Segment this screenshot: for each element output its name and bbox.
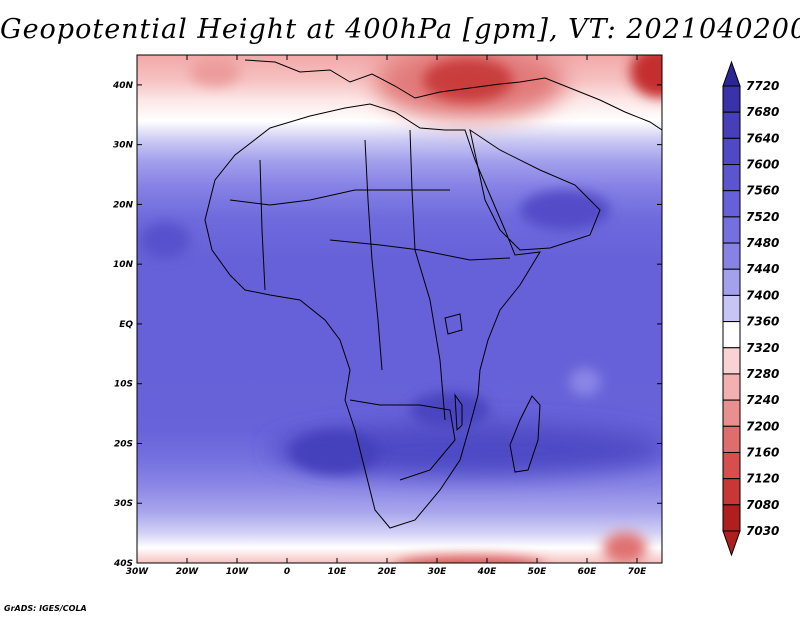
- colorbar-label: 7360: [746, 315, 779, 329]
- lon-tick-label: 40E: [477, 567, 498, 577]
- colorbar-swatch: [722, 164, 741, 192]
- colorbar-label: 7080: [746, 498, 779, 512]
- high-cell-arabia: [520, 190, 610, 230]
- colorbar-swatch: [722, 190, 741, 218]
- colorbar-swatch: [722, 268, 741, 296]
- colorbar-label: 7200: [746, 419, 779, 433]
- lon-tick-label: 60E: [578, 567, 598, 577]
- colorbar-label: 7520: [746, 210, 779, 224]
- colorbar: 7720 7680 7640 7600 7560 7520 7480 7440 7400 7360…: [722, 60, 779, 557]
- border-vertical-center: [364, 139, 383, 371]
- lat-tick-label: 40S: [113, 559, 133, 569]
- colorbar-label: 7030: [746, 524, 779, 538]
- colorbar-swatch: [722, 294, 741, 323]
- colorbar-bottom-arrow: [722, 530, 741, 557]
- lon-tick-label: 10E: [328, 567, 348, 577]
- lon-tick-label: 70E: [628, 567, 648, 577]
- colorbar-label: 7680: [746, 105, 779, 119]
- colorbar-label: 7560: [746, 184, 779, 198]
- border-central: [329, 239, 511, 261]
- lat-axis: 40N 30N 20N 10N EQ 10S 20S 30S 40S: [112, 81, 662, 569]
- lat-tick-label: 10N: [113, 260, 134, 270]
- africa-coastline: [204, 103, 541, 529]
- border-southern: [349, 399, 456, 481]
- height-field: [137, 55, 662, 563]
- border-sahel: [229, 189, 450, 206]
- south-low-center: [398, 556, 542, 563]
- colorbar-swatch: [722, 504, 741, 532]
- south-low-east: [603, 532, 647, 563]
- colorbar-label: 7120: [746, 472, 779, 486]
- europe-coastline: [244, 59, 662, 131]
- lat-tick-label: 10S: [114, 380, 133, 390]
- high-cell-kalahari: [290, 430, 380, 474]
- colorbar-label: 7720: [746, 79, 779, 93]
- colorbar-label: 7240: [746, 393, 779, 407]
- lon-tick-label: 50E: [528, 567, 548, 577]
- colorbar-swatch: [722, 451, 741, 480]
- colorbar-label: 7440: [746, 262, 779, 276]
- colorbar-swatch: [722, 373, 741, 401]
- credit-label: GrADS: IGES/COLA: [4, 604, 87, 613]
- lon-tick-label: 10W: [226, 567, 250, 577]
- colorbar-label: 7280: [746, 367, 779, 381]
- north-east-corner-warm: [630, 55, 662, 98]
- colorbar-swatch: [722, 111, 741, 139]
- border-vertical-west: [259, 159, 266, 291]
- lake-malawi: [454, 393, 463, 432]
- plot-frame: [136, 54, 663, 564]
- colorbar-swatch: [722, 85, 741, 113]
- colorbar-label: 7600: [746, 158, 779, 172]
- colorbar-label: 7320: [746, 341, 779, 355]
- low-cell-indian-ocean: [569, 368, 601, 396]
- madagascar-coastline: [509, 395, 541, 473]
- lon-tick-label: 30E: [428, 567, 448, 577]
- lake-victoria: [444, 313, 463, 335]
- lon-axis: 30W 20W 10W 0 10E 20E 30E 40E 50E 60E 70E: [126, 55, 647, 577]
- north-west-pink: [190, 58, 240, 86]
- colorbar-swatch: [722, 347, 741, 375]
- lon-tick-label: 20E: [378, 567, 398, 577]
- north-warm-core: [423, 58, 513, 102]
- arabia-coastline: [469, 128, 601, 251]
- colorbar-swatch: [722, 321, 741, 349]
- coastlines: [204, 59, 662, 529]
- colorbar-swatch: [722, 399, 741, 427]
- lat-tick-label: 30N: [113, 141, 134, 151]
- colorbar-swatch: [722, 425, 741, 453]
- border-vertical-east: [409, 129, 446, 421]
- high-cell-west-atlantic: [140, 222, 190, 258]
- colorbar-label: 7640: [746, 131, 779, 145]
- lat-tick-label: EQ: [119, 320, 133, 330]
- colorbar-label: 7400: [746, 288, 779, 302]
- colorbar-top-arrow: [722, 60, 741, 87]
- colorbar-label: 7160: [746, 445, 779, 459]
- colorbar-label: 7480: [746, 236, 779, 250]
- chart-title: Geopotential Height at 400hPa [gpm], VT:…: [0, 14, 800, 45]
- lat-tick-label: 30S: [114, 499, 133, 509]
- colorbar-swatch: [722, 478, 741, 506]
- colorbar-swatch: [722, 242, 741, 270]
- lat-tick-label: 20S: [114, 439, 133, 449]
- colorbar-swatch: [722, 216, 741, 244]
- lon-tick-label: 20W: [176, 567, 200, 577]
- lon-tick-label: 30W: [126, 567, 150, 577]
- lon-tick-label: 0: [284, 567, 290, 577]
- lat-tick-label: 20N: [113, 200, 134, 210]
- lat-tick-label: 40N: [112, 81, 134, 91]
- colorbar-swatch: [722, 137, 741, 166]
